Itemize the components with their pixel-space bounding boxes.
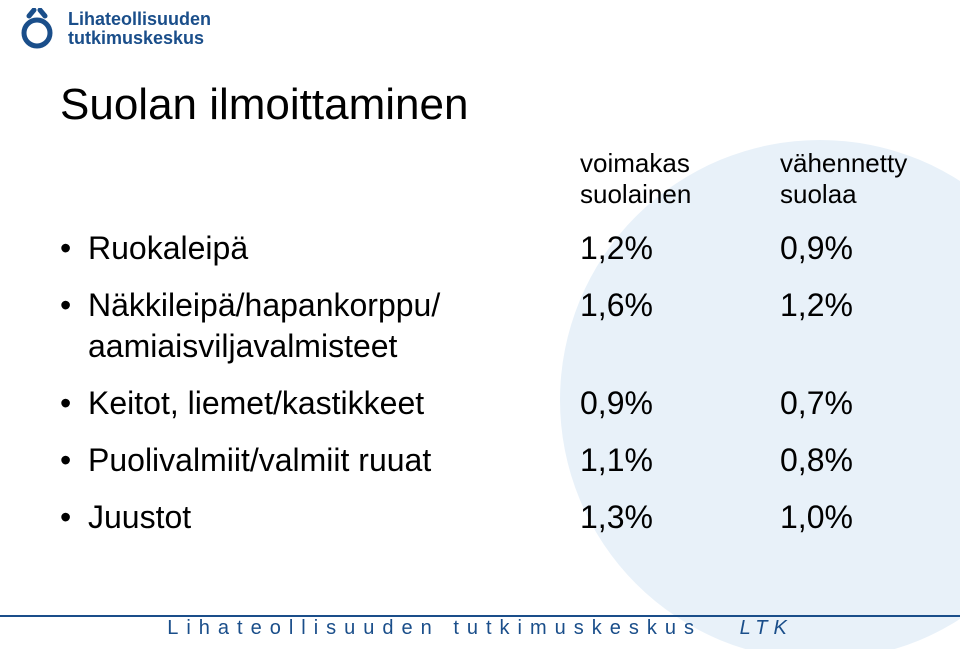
slide-content: Suolan ilmoittaminen voimakas suolainen …	[60, 80, 900, 536]
row-label: •Puolivalmiit/valmiit ruuat	[60, 442, 580, 479]
table-row: •Keitot, liemet/kastikkeet0,9%0,7%	[60, 385, 900, 422]
row-label-text: Näkkileipä/hapankorppu/	[88, 287, 440, 323]
row-value-a: 0,9%	[580, 385, 780, 422]
row-label: •Juustot	[60, 499, 580, 536]
header-a-line1: voimakas	[580, 148, 780, 179]
row-label-text: Juustot	[88, 499, 191, 535]
footer-text: Lihateollisuuden tutkimuskeskus LTK	[0, 617, 960, 640]
row-label: •Keitot, liemet/kastikkeet	[60, 385, 580, 422]
row-value-b: 0,7%	[780, 385, 960, 422]
table-row: •Ruokaleipä1,2%0,9%	[60, 230, 900, 267]
table-header: voimakas suolainen vähennetty suolaa	[60, 148, 900, 210]
header-b-line2: suolaa	[780, 179, 960, 210]
row-label: •Ruokaleipä	[60, 230, 580, 267]
row-value-a: 1,1%	[580, 442, 780, 479]
row-value-b: 0,9%	[780, 230, 960, 267]
row-label-text: Ruokaleipä	[88, 230, 248, 266]
header-col-a: voimakas suolainen	[580, 148, 780, 210]
header-col-b: vähennetty suolaa	[780, 148, 960, 210]
table-row: •Juustot1,3%1,0%	[60, 499, 900, 536]
row-value-b: 0,8%	[780, 442, 960, 479]
header-logo: Lihateollisuuden tutkimuskeskus	[16, 8, 211, 50]
footer: Lihateollisuuden tutkimuskeskus LTK	[0, 607, 960, 649]
row-label-text: Puolivalmiit/valmiit ruuat	[88, 442, 431, 478]
row-label-text: Keitot, liemet/kastikkeet	[88, 385, 424, 421]
logo-icon	[16, 8, 58, 50]
footer-suffix: LTK	[740, 617, 793, 639]
table-row: •Näkkileipä/hapankorppu/1,6%1,2%	[60, 287, 900, 324]
row-value-b: 1,0%	[780, 499, 960, 536]
logo-text: Lihateollisuuden tutkimuskeskus	[68, 10, 211, 48]
header-b-line1: vähennetty	[780, 148, 960, 179]
logo-line2: tutkimuskeskus	[68, 29, 211, 48]
table-row: •Puolivalmiit/valmiit ruuat1,1%0,8%	[60, 442, 900, 479]
header-a-line2: suolainen	[580, 179, 780, 210]
row-sublabel: aamiaisviljavalmisteet	[88, 328, 900, 365]
logo-line1: Lihateollisuuden	[68, 10, 211, 29]
slide-title: Suolan ilmoittaminen	[60, 80, 900, 130]
row-value-b: 1,2%	[780, 287, 960, 324]
row-value-a: 1,6%	[580, 287, 780, 324]
header-spacer	[60, 148, 580, 210]
row-value-a: 1,3%	[580, 499, 780, 536]
row-value-a: 1,2%	[580, 230, 780, 267]
row-label: •Näkkileipä/hapankorppu/	[60, 287, 580, 324]
data-table: voimakas suolainen vähennetty suolaa •Ru…	[60, 148, 900, 536]
footer-main: Lihateollisuuden tutkimuskeskus	[167, 617, 702, 639]
